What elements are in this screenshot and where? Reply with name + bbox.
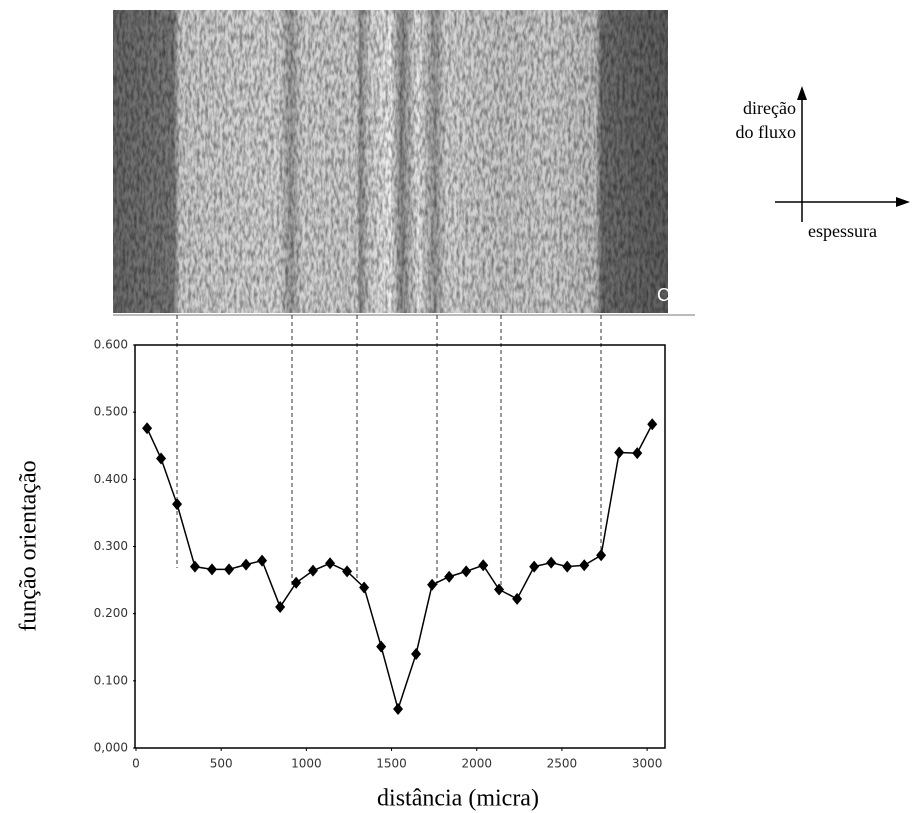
data-point <box>461 565 472 578</box>
guide-lines <box>176 315 602 590</box>
data-point <box>579 559 590 572</box>
data-point <box>257 554 268 567</box>
plot-frame <box>134 344 666 749</box>
x-axis-title: distância (micra) <box>377 786 539 812</box>
y-tick-label: 0.600 <box>94 338 128 352</box>
data-point <box>308 564 319 577</box>
data-point <box>427 578 438 591</box>
image-letter: C <box>657 285 670 305</box>
data-point <box>478 559 489 572</box>
data-point <box>359 581 370 594</box>
annotation: espessura <box>808 221 877 241</box>
data-point <box>172 498 183 511</box>
data-point <box>529 560 540 573</box>
x-tick-label: 0 <box>132 757 140 771</box>
data-point <box>411 647 422 660</box>
data-point <box>376 640 387 653</box>
data-point <box>494 583 505 596</box>
y-tick-label: 0.300 <box>94 539 128 553</box>
data-point <box>156 452 167 465</box>
data-point <box>189 560 200 573</box>
data-point <box>342 565 353 578</box>
data-point <box>444 570 455 583</box>
direction-diagram <box>775 86 910 222</box>
annotation: do fluxo <box>736 122 797 142</box>
data-point <box>647 418 658 431</box>
y-axis-title: função orientação <box>16 460 42 631</box>
data-point <box>393 703 404 716</box>
y-tick-label: 0,000 <box>94 741 128 755</box>
data-point <box>291 576 302 589</box>
y-tick-label: 0.400 <box>94 472 128 486</box>
data-point <box>224 563 235 576</box>
x-tick-label: 1000 <box>291 757 322 771</box>
x-tick-label: 2500 <box>547 757 578 771</box>
data-point <box>546 556 557 569</box>
series-line <box>146 423 653 712</box>
data-point <box>206 563 217 576</box>
data-point <box>562 560 573 573</box>
data-point <box>325 557 336 570</box>
data-point <box>142 422 153 435</box>
annotation: direção <box>743 98 796 118</box>
y-tick-label: 0.200 <box>94 606 128 620</box>
data-point <box>614 446 625 459</box>
x-tick-label: 2000 <box>461 757 492 771</box>
data-point <box>632 447 643 460</box>
x-tick-label: 3000 <box>632 757 663 771</box>
y-tick-label: 0.500 <box>94 405 128 419</box>
data-point <box>275 600 286 613</box>
data-point <box>512 592 523 605</box>
x-tick-label: 500 <box>210 757 233 771</box>
data-point <box>241 558 252 571</box>
y-tick-label: 0.100 <box>94 673 128 687</box>
x-tick-label: 1500 <box>376 757 407 771</box>
data-point <box>596 549 607 562</box>
micrograph <box>113 10 695 316</box>
